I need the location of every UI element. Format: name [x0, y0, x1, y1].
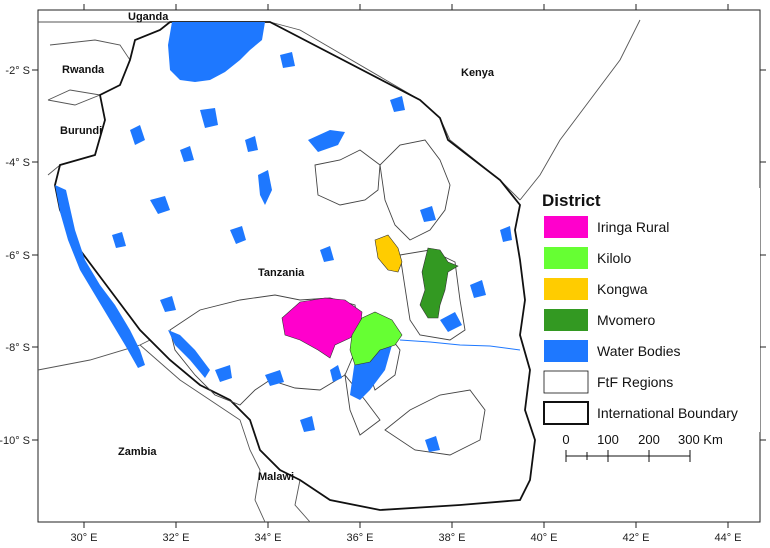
district-mvomero: [419, 247, 459, 319]
river-line: [399, 339, 521, 351]
legend-label: Iringa Rural: [597, 219, 669, 235]
legend: District Iringa Rural Kilolo Kongwa Mvomero…: [536, 188, 760, 432]
legend-swatch: [544, 340, 588, 362]
label-uganda: Uganda: [128, 11, 169, 23]
legend-swatch: [543, 401, 589, 425]
label-kenya: Kenya: [461, 67, 495, 79]
tanzania-outline: [54, 21, 536, 511]
y-tick-label: -8° S: [5, 342, 30, 354]
scale-label-200: 200: [638, 432, 660, 447]
y-tick-label: -2° S: [5, 65, 30, 77]
legend-swatch: [544, 216, 588, 238]
x-tick-label: 42° E: [622, 532, 649, 544]
legend-label: International Boundary: [597, 405, 738, 421]
legend-swatch: [544, 247, 588, 269]
y-tick-label: -10° S: [0, 435, 30, 447]
district-iringa-rural: [281, 297, 363, 359]
scale-label-300: 300 Km: [678, 432, 723, 447]
x-tick-label: 44° E: [714, 532, 741, 544]
x-axis-ticks: 30° E 32° E 34° E 36° E 38° E 40° E 42° E 44° E: [70, 4, 742, 544]
scale-label-100: 100: [597, 432, 619, 447]
legend-label: Kilolo: [597, 250, 631, 266]
y-axis-ticks: -2° S -4° S -6° S -8° S -10° S: [0, 65, 766, 447]
x-tick-label: 36° E: [346, 532, 373, 544]
y-tick-label: -6° S: [5, 250, 30, 262]
x-tick-label: 34° E: [254, 532, 281, 544]
label-rwanda: Rwanda: [62, 64, 105, 76]
label-malawi: Malawi: [258, 471, 294, 483]
scale-bar: 0 100 200 300 Km: [562, 432, 723, 462]
district-kilolo: [349, 311, 403, 366]
legend-label: Mvomero: [597, 312, 656, 328]
district-kongwa: [374, 234, 403, 273]
x-tick-label: 30° E: [70, 532, 97, 544]
legend-title: District: [542, 191, 601, 210]
label-burundi: Burundi: [60, 125, 102, 137]
legend-swatch: [543, 370, 589, 394]
label-zambia: Zambia: [118, 446, 157, 458]
legend-swatch: [544, 309, 588, 331]
x-tick-label: 40° E: [530, 532, 557, 544]
y-tick-label: -4° S: [5, 157, 30, 169]
label-tanzania: Tanzania: [258, 267, 305, 279]
legend-label: Water Bodies: [597, 343, 681, 359]
legend-swatch: [544, 278, 588, 300]
scale-label-0: 0: [562, 432, 569, 447]
x-tick-label: 38° E: [438, 532, 465, 544]
legend-label: Kongwa: [597, 281, 648, 297]
x-tick-label: 32° E: [162, 532, 189, 544]
legend-label: FtF Regions: [597, 374, 673, 390]
